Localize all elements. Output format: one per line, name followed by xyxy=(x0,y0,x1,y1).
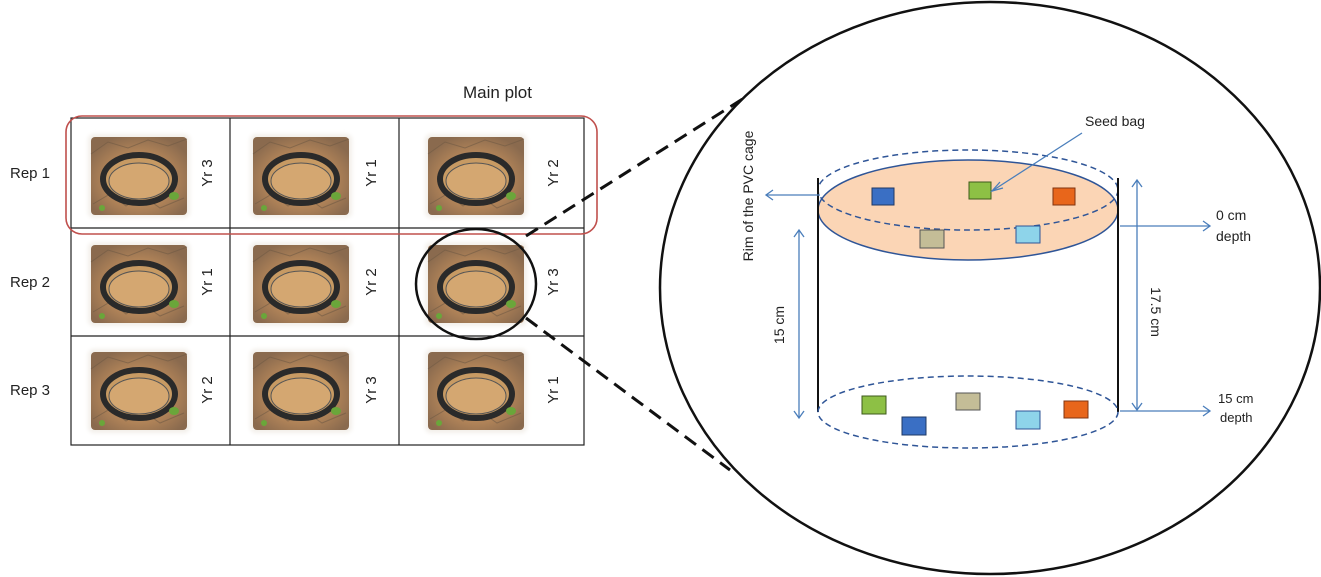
inner-height-head-bottom xyxy=(793,410,805,420)
zoom-line-upper xyxy=(525,91,753,238)
annotation-arrows xyxy=(764,132,1212,420)
bottom-depth-label: depth xyxy=(1220,410,1253,425)
detail-circle xyxy=(658,0,1321,576)
seed-bag xyxy=(1015,410,1041,430)
seed-bag xyxy=(1052,187,1076,206)
cage-cylinder xyxy=(817,149,1119,449)
seed-bag-pointer-head xyxy=(990,181,1004,193)
inner-height-label: 15 cm xyxy=(771,306,787,344)
rep-label: Rep 2 xyxy=(10,274,50,291)
cage-photo xyxy=(250,134,352,218)
grid-outline xyxy=(70,117,585,446)
seed-bag xyxy=(1015,225,1041,244)
year-label: Yr 2 xyxy=(363,268,380,296)
seed-bag xyxy=(901,416,927,436)
cage-photo xyxy=(250,349,352,433)
year-label: Yr 2 xyxy=(545,159,562,187)
outer-height-label: 17.5 cm xyxy=(1148,287,1164,337)
inner-height-head-top xyxy=(793,228,805,238)
cage-photo xyxy=(88,242,190,326)
plot-grid: Yr 3 Yr 1 Yr 2 Yr 1 Yr 2 Yr 3 Yr 2 Yr 3 … xyxy=(10,117,585,446)
bottom-rim-dashed xyxy=(817,375,1119,449)
outer-height-head-top xyxy=(1131,178,1143,188)
bottom-depth-label: 15 cm xyxy=(1218,391,1253,406)
year-label: Yr 3 xyxy=(545,268,562,296)
cage-photo xyxy=(88,349,190,433)
seed-bag xyxy=(955,392,981,411)
seed-bag xyxy=(871,187,895,206)
seed-bag xyxy=(861,395,887,415)
seed-bag xyxy=(968,181,992,200)
rim-arrow-head xyxy=(764,189,774,201)
rim-label: Rim of the PVC cage xyxy=(740,130,756,261)
main-plot-outline xyxy=(65,115,598,235)
bottom-depth-arrow-head xyxy=(1202,405,1212,417)
top-depth-arrow-head xyxy=(1202,220,1212,232)
year-label: Yr 3 xyxy=(363,376,380,404)
top-surface xyxy=(817,159,1119,261)
cage-photo xyxy=(425,242,527,326)
rep-label: Rep 1 xyxy=(10,165,50,182)
seed-bag-pointer xyxy=(991,132,1083,192)
year-label: Yr 1 xyxy=(363,159,380,187)
outer-height-head-bottom xyxy=(1131,402,1143,412)
year-label: Yr 1 xyxy=(545,376,562,404)
cage-photo xyxy=(425,349,527,433)
cage-photo xyxy=(425,134,527,218)
main-plot-label: Main plot xyxy=(463,83,532,102)
top-depth-label: depth xyxy=(1216,228,1251,244)
rep-label: Rep 3 xyxy=(10,382,50,399)
selected-plot-circle xyxy=(414,227,538,341)
seed-bag xyxy=(1063,400,1089,419)
seed-bag xyxy=(919,229,945,249)
year-label: Yr 3 xyxy=(199,159,216,187)
cage-photo xyxy=(88,134,190,218)
year-label: Yr 2 xyxy=(199,376,216,404)
seed-bag-label: Seed bag xyxy=(1085,113,1145,129)
year-label: Yr 1 xyxy=(199,268,216,296)
cage-photo xyxy=(250,242,352,326)
top-depth-label: 0 cm xyxy=(1216,207,1246,223)
